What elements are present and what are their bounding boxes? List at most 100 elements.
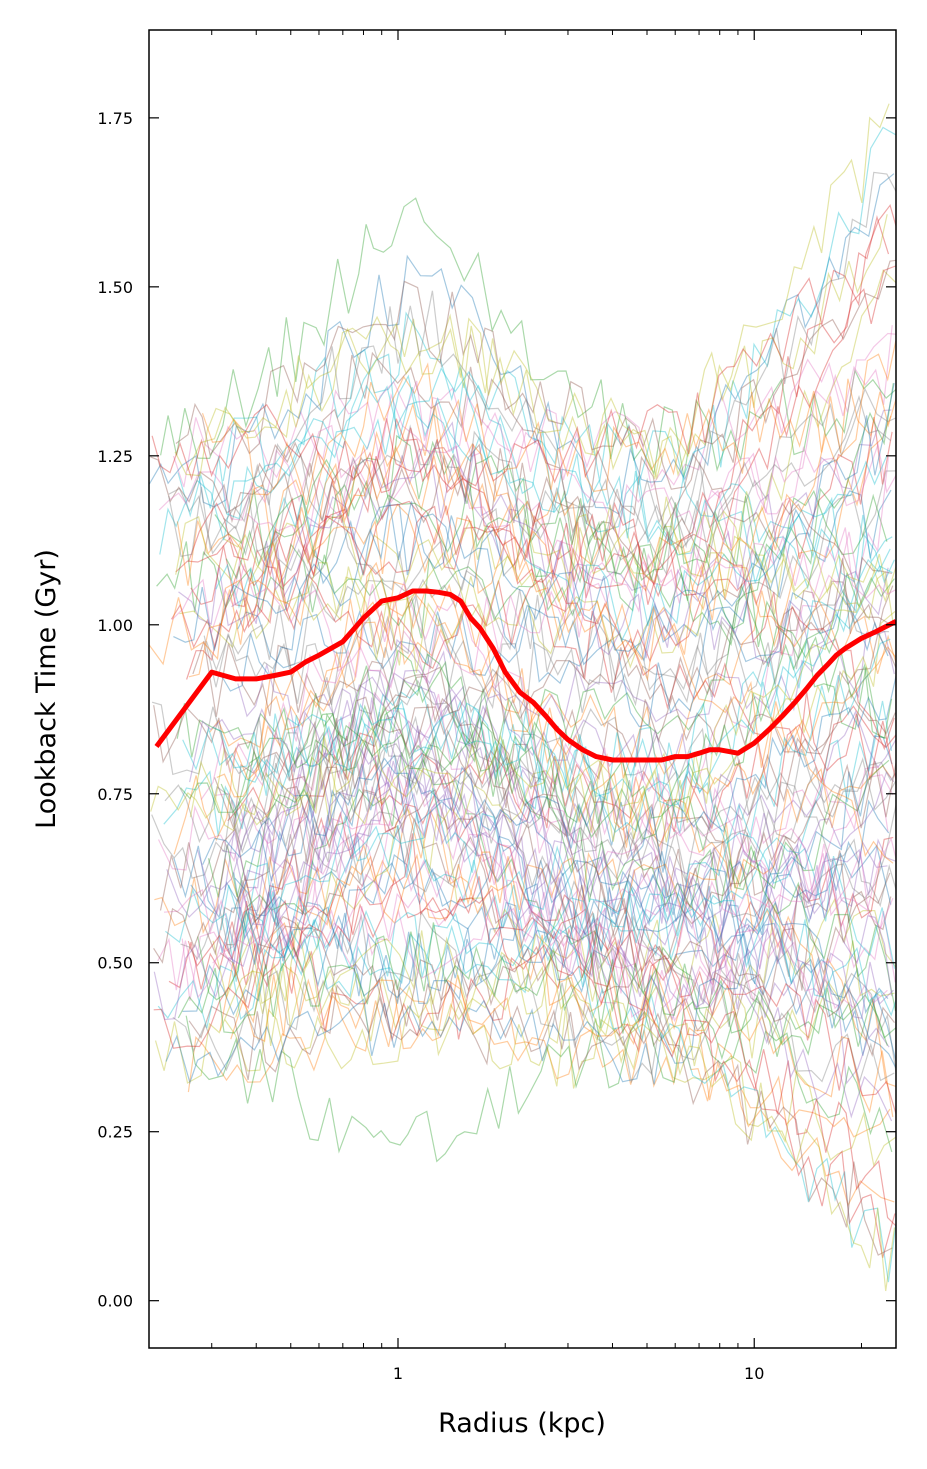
profile-line (235, 930, 896, 1292)
profile-line (157, 812, 896, 1283)
profile-line (189, 553, 889, 843)
profile-line (219, 961, 894, 1118)
profile-line (200, 580, 894, 929)
plot-frame (148, 29, 897, 1349)
profile-line (172, 325, 893, 489)
profile-line (177, 126, 896, 547)
profile-line (226, 585, 894, 1027)
profile-line (176, 362, 896, 674)
profile-line (171, 527, 896, 689)
profile-line (205, 588, 889, 715)
profile-line (165, 735, 893, 1085)
profile-line (187, 979, 891, 1138)
profile-line (176, 383, 894, 772)
profile-line (220, 653, 896, 1012)
profile-line (150, 259, 896, 531)
profile-line (153, 833, 896, 1258)
profile-line (179, 269, 896, 669)
profile-line (156, 536, 887, 739)
axis-ticks (148, 30, 896, 1348)
profile-line (230, 704, 896, 1075)
profile-line (215, 374, 888, 643)
profile-line (221, 382, 895, 728)
profile-line (224, 514, 895, 626)
profile-line (175, 280, 893, 626)
profile-line (212, 868, 888, 1010)
profile-line (164, 749, 896, 893)
profile-line (173, 503, 889, 663)
profile-line (175, 214, 890, 599)
profile-line (186, 214, 888, 481)
profile-line (181, 762, 894, 1023)
x-tick-label: 1 (393, 1364, 403, 1383)
profile-line (157, 691, 889, 871)
profile-line (166, 672, 895, 929)
y-tick-label: 1.00 (97, 616, 133, 635)
profile-line (186, 418, 896, 783)
y-tick-label: 0.25 (97, 1123, 133, 1142)
profile-line (207, 649, 890, 910)
profile-line (185, 987, 896, 1163)
profile-line (151, 596, 896, 884)
profile-line (234, 835, 889, 1015)
profile-line (223, 394, 892, 576)
profile-line (165, 638, 891, 978)
y-tick-label: 0.00 (97, 1292, 133, 1311)
profile-line (224, 996, 896, 1168)
profile-line (187, 876, 896, 1116)
profile-line (163, 548, 891, 837)
profile-line (221, 781, 888, 930)
profile-line (202, 673, 896, 873)
profile-line (157, 775, 896, 1012)
profile-line (214, 456, 890, 899)
profile-line (151, 203, 896, 494)
profile-line (153, 688, 896, 840)
y-tick-label: 1.25 (97, 447, 133, 466)
profile-line (189, 669, 893, 997)
profile-line (188, 496, 895, 751)
profile-line (203, 351, 896, 670)
profile-line (170, 417, 893, 663)
profile-line (168, 387, 896, 593)
profile-line (227, 705, 896, 832)
profile-line (150, 610, 896, 826)
profile-line (163, 836, 896, 980)
y-tick-label: 0.75 (97, 785, 133, 804)
profile-line (190, 844, 892, 1004)
profile-line (173, 754, 896, 1070)
profile-line (192, 556, 893, 725)
profile-line (174, 103, 890, 480)
profile-line (159, 675, 896, 913)
profile-line (212, 897, 896, 1042)
profile-line (180, 572, 895, 840)
profile-line (225, 700, 893, 998)
profile-line (153, 703, 895, 1058)
profile-line (175, 496, 896, 673)
profile-line (197, 752, 893, 1153)
mean-profile (154, 588, 896, 763)
profile-line (225, 478, 893, 740)
profile-line (201, 378, 896, 516)
x-axis-label: Radius (kpc) (438, 1408, 606, 1439)
tick-labels: 0.00 0.25 0.50 0.75 1.00 1.25 1.50 1.75 1 10 (97, 109, 764, 1383)
profile-line (154, 765, 892, 935)
profile-line (182, 706, 896, 969)
profile-line (214, 434, 888, 581)
profile-line (237, 630, 895, 759)
profile-line (151, 701, 896, 908)
profile-line (178, 409, 892, 648)
profile-line (160, 197, 896, 478)
profile-line (180, 738, 895, 1084)
profile-line (230, 805, 895, 1207)
profile-line (196, 728, 894, 1019)
x-tick-label: 10 (744, 1364, 764, 1383)
profile-line (168, 836, 894, 1042)
profile-line (212, 565, 893, 807)
y-tick-label: 1.75 (97, 109, 133, 128)
y-tick-label: 0.50 (97, 954, 133, 973)
mean-profile-line (154, 588, 896, 763)
profile-line (231, 421, 889, 664)
profile-line (233, 332, 896, 606)
